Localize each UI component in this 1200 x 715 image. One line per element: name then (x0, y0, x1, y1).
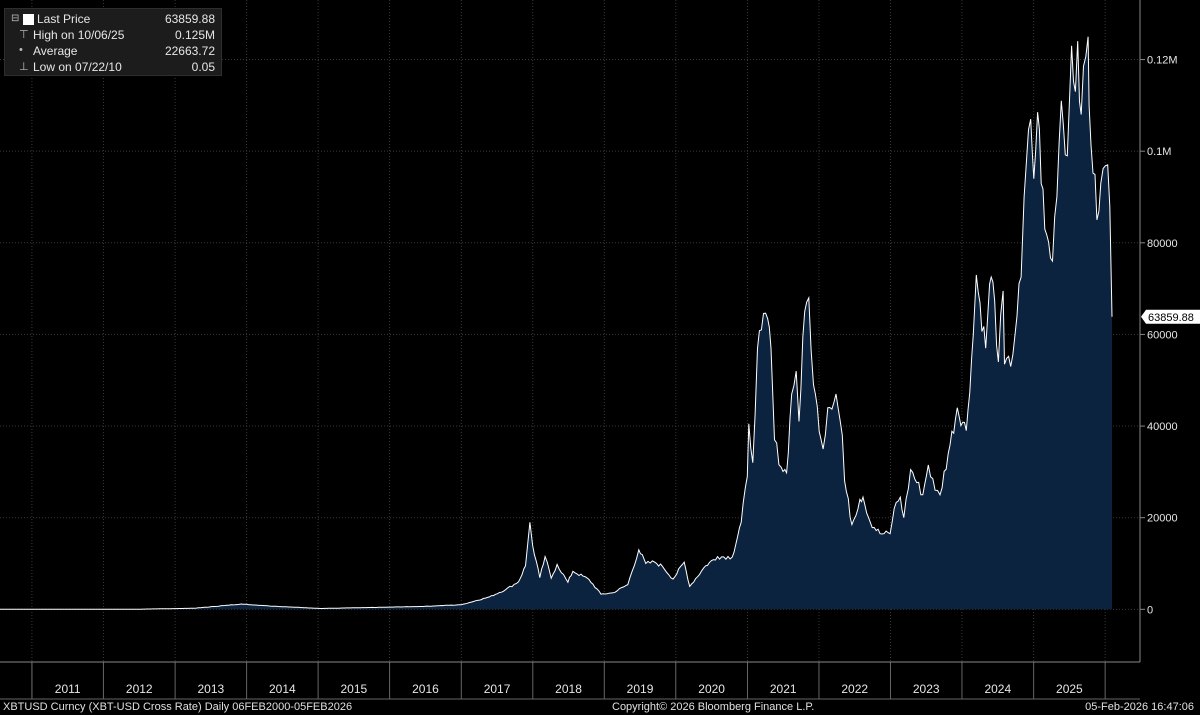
legend-low-label: Low on 07/22/10 (33, 60, 122, 74)
legend-average-label: Average (33, 44, 78, 58)
y-tick-label: 0 (1147, 604, 1153, 616)
last-value-tag (1141, 309, 1200, 324)
y-tick-label: 40000 (1147, 421, 1178, 433)
high-marker-icon: ⊤ (19, 29, 29, 41)
chart-legend: ⊟ Last Price 63859.88 ⊤ High on 10/06/25… (4, 8, 222, 76)
y-tick-label: 20000 (1147, 513, 1178, 525)
price-line (0, 36, 1113, 610)
x-tick-label: 2021 (770, 682, 797, 696)
footer-timestamp: 05-Feb-2026 16:47:06 (1085, 701, 1194, 713)
x-tick-label: 2024 (984, 682, 1011, 696)
x-tick-label: 2012 (126, 682, 153, 696)
y-tick-label: 80000 (1147, 238, 1178, 250)
y-tick-label: 0.1M (1147, 146, 1171, 158)
collapse-icon[interactable]: ⊟ (11, 13, 20, 24)
last-value-label: 63859.88 (1148, 312, 1194, 324)
y-tick-label: 60000 (1147, 329, 1178, 341)
legend-last-price-label: Last Price (37, 12, 91, 26)
series-color-swatch (23, 14, 34, 25)
chart-footer: XBTUSD Curncy (XBT-USD Cross Rate) Daily… (0, 700, 1200, 715)
legend-low-value: 0.05 (191, 60, 215, 74)
area-fill (0, 36, 1112, 610)
footer-copyright: Copyright© 2026 Bloomberg Finance L.P. (612, 701, 815, 713)
x-tick-label: 2022 (841, 682, 868, 696)
legend-high-value: 0.125M (174, 28, 215, 42)
x-tick-label: 2011 (55, 682, 81, 696)
x-tick-label: 2013 (198, 682, 225, 696)
x-tick-label: 2016 (412, 682, 439, 696)
x-tick-label: 2017 (484, 682, 511, 696)
x-tick-label: 2014 (269, 682, 296, 696)
legend-low: ⊥ Low on 07/22/10 0.05 (11, 60, 215, 75)
area-series (0, 36, 1113, 610)
y-tick-label: 0.12M (1147, 55, 1178, 67)
legend-high-label: High on 10/06/25 (33, 28, 125, 42)
legend-high: ⊤ High on 10/06/25 0.125M (11, 28, 215, 43)
x-tick-label: 2018 (555, 682, 582, 696)
legend-last-price[interactable]: ⊟ Last Price 63859.88 (11, 12, 215, 27)
footer-security-description: XBTUSD Curncy (XBT-USD Cross Rate) Daily… (3, 701, 353, 713)
axes: 0 20000 40000 60000 80000 0.1M 0.12M 2011 2012 20… (0, 0, 1200, 700)
x-tick-label: 2020 (698, 682, 725, 696)
legend-average: • Average 22663.72 (11, 44, 215, 59)
low-marker-icon: ⊥ (19, 61, 29, 73)
x-tick-label: 2023 (913, 682, 940, 696)
x-tick-label: 2015 (341, 682, 368, 696)
legend-last-price-value: 63859.88 (164, 12, 215, 26)
legend-average-value: 22663.72 (164, 44, 215, 58)
x-tick-label: 2025 (1056, 682, 1083, 696)
x-tick-label: 2019 (627, 682, 654, 696)
average-marker-icon: • (19, 44, 23, 56)
